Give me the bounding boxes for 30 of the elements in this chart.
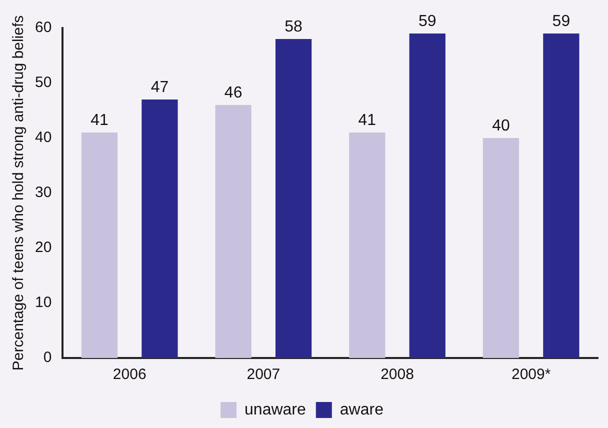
data-label: 40 xyxy=(492,117,510,134)
bar xyxy=(482,138,520,358)
bar xyxy=(543,34,580,358)
x-tick-label: 2009* xyxy=(511,366,551,384)
bar xyxy=(215,105,252,358)
data-label: 58 xyxy=(284,18,303,36)
data-label: 46 xyxy=(224,84,242,102)
y-tick-label: 0 xyxy=(43,349,52,366)
data-label: 47 xyxy=(150,78,169,96)
y-tick-label: 30 xyxy=(34,184,52,202)
data-label: 41 xyxy=(358,112,376,129)
y-tick-label: 50 xyxy=(34,74,52,92)
y-tick-label: 60 xyxy=(34,19,52,36)
data-label: 59 xyxy=(418,12,436,30)
y-axis-title: Percentage of teens who hold strong anti-drug beliefs xyxy=(10,15,28,371)
x-tick-label: 2006 xyxy=(112,366,146,384)
bar xyxy=(81,132,118,358)
legend-label: aware xyxy=(340,401,384,418)
x-tick-label: 2008 xyxy=(380,366,414,384)
x-tick-label: 2007 xyxy=(246,366,280,384)
data-label: 59 xyxy=(552,12,570,30)
bar xyxy=(275,39,312,358)
data-label: 41 xyxy=(90,112,108,129)
bar xyxy=(142,100,178,358)
y-tick-label: 10 xyxy=(34,294,52,312)
y-tick-label: 20 xyxy=(34,239,52,256)
bar xyxy=(349,132,386,358)
y-tick-label: 40 xyxy=(34,129,52,146)
legend-label: unaware xyxy=(244,401,306,418)
bar xyxy=(409,34,446,358)
